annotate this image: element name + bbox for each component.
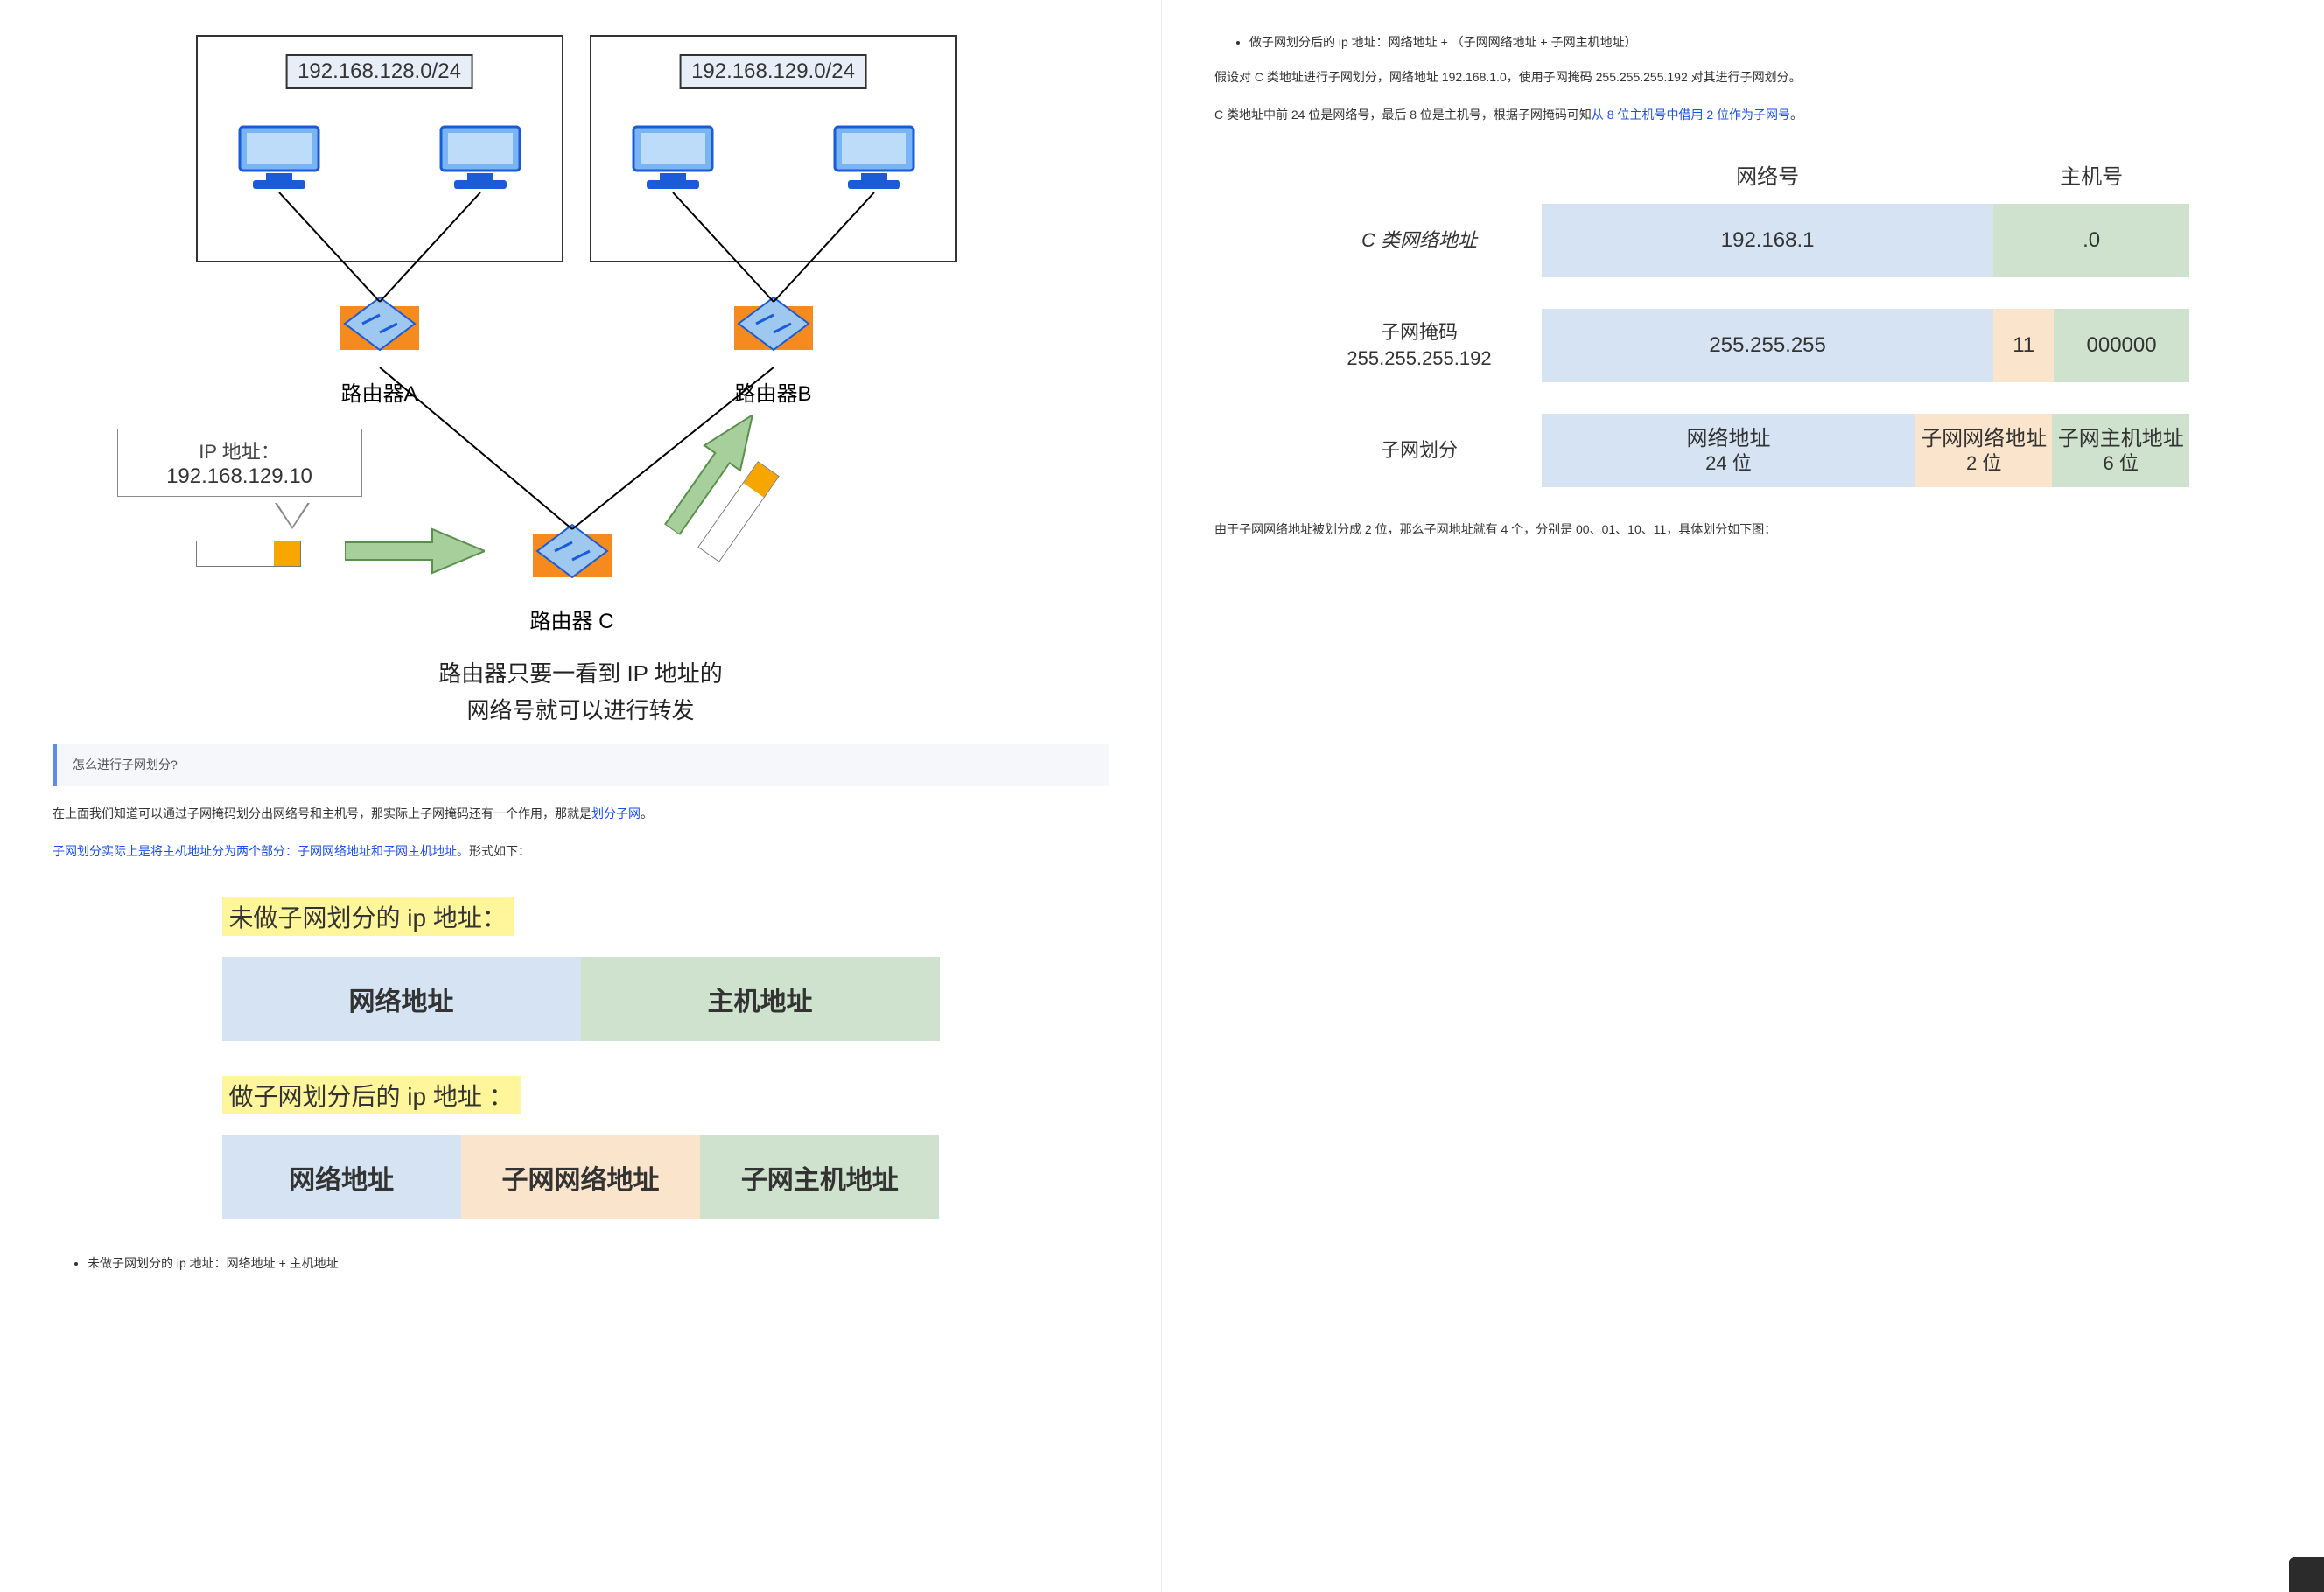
diagram-caption: 路由器只要一看到 IP 地址的 网络号就可以进行转发: [100, 656, 1062, 729]
row2-label: 子网掩码 255.255.255.192: [1297, 309, 1542, 382]
right-column: 做子网划分后的 ip 地址：网络地址 + （子网网络地址 + 子网主机地址） 假…: [1162, 0, 2324, 1592]
bullet-item: 未做子网划分的 ip 地址：网络地址 + 主机地址: [88, 1254, 1109, 1272]
caption-line-1: 路由器只要一看到 IP 地址的: [438, 660, 723, 687]
para1-suffix: 。: [640, 806, 653, 820]
pc-icon: [231, 122, 327, 192]
right-para-1: 假设对 C 类地址进行子网划分，网络地址 192.168.1.0，使用子网掩码 …: [1214, 66, 2272, 88]
para2-blue: 子网划分实际上是将主机地址分为两个部分：子网网络地址和子网主机地址。: [52, 844, 469, 858]
bullet-list-right: 做子网划分后的 ip 地址：网络地址 + （子网网络地址 + 子网主机地址）: [1214, 33, 2272, 51]
table-head-net: 网络号: [1542, 152, 1993, 197]
row1-label: C 类网络地址: [1297, 204, 1542, 277]
paragraph-2: 子网划分实际上是将主机地址分为两个部分：子网网络地址和子网主机地址。形式如下：: [52, 841, 1109, 862]
pc-icon: [826, 122, 922, 192]
table-row: C 类网络地址 192.168.1 .0: [1297, 204, 2189, 277]
row3-cell-net: 网络地址 24 位: [1542, 414, 1915, 487]
subnet-a-label: 192.168.128.0/24: [285, 54, 473, 89]
table-row: 子网划分 网络地址 24 位 子网网络地址 2 位 子网主机地址 6 位: [1297, 414, 2189, 487]
paragraph-1: 在上面我们知道可以通过子网掩码划分出网络号和主机号，那实际上子网掩码还有一个作用…: [52, 803, 1109, 825]
router-b-icon: [721, 289, 826, 367]
network-diagram: 192.168.128.0/24 192.168.129.0/24: [100, 26, 1062, 726]
table-head-host: 主机号: [1993, 152, 2189, 197]
right-para-3: 由于子网网络地址被划分成 2 位，那么子网地址就有 4 个，分别是 00、01、…: [1214, 519, 2272, 541]
router-c-icon: [520, 516, 625, 595]
bullet-item: 做子网划分后的 ip 地址：网络地址 + （子网网络地址 + 子网主机地址）: [1250, 33, 2272, 51]
row3-cell-subnet: 子网网络地址 2 位: [1915, 414, 2053, 487]
row2-cell-host: 000000: [2054, 309, 2189, 382]
right-para-2: C 类地址中前 24 位是网络号，最后 8 位是主机号，根据子网掩码可知从 8 …: [1214, 104, 2272, 126]
balloon-tail-inner: [276, 502, 308, 527]
row1-cell-host: .0: [1993, 204, 2189, 277]
packet-icon: [196, 541, 301, 567]
right-para2-blue: 从 8 位主机号中借用 2 位作为子网号: [1592, 108, 1790, 122]
split-cell: 子网主机地址: [700, 1135, 939, 1219]
bullet-list-left: 未做子网划分的 ip 地址：网络地址 + 主机地址: [52, 1254, 1109, 1272]
table-header-row: 网络号 主机号: [1297, 152, 2189, 197]
split-cell: 网络地址: [222, 1135, 461, 1219]
split-cell: 主机地址: [581, 957, 940, 1041]
row2-cell-subnet: 11: [1993, 309, 2054, 382]
split2-title: 做子网划分后的 ip 地址 ：: [222, 1076, 521, 1114]
split-cell: 网络地址: [222, 957, 581, 1041]
para1-blue: 划分子网: [592, 806, 640, 820]
caption-line-2: 网络号就可以进行转发: [466, 697, 694, 723]
split-diagram-before: 未做子网划分的 ip 地址： 网络地址主机地址: [222, 897, 940, 1041]
left-column: 192.168.128.0/24 192.168.129.0/24: [0, 0, 1162, 1592]
pc-icon: [432, 122, 528, 192]
split-cell: 子网网络地址: [461, 1135, 700, 1219]
right-para2-suffix: 。: [1790, 108, 1802, 122]
ip-label: IP 地址：: [129, 436, 351, 464]
row3-label: 子网划分: [1297, 414, 1542, 487]
para1-prefix: 在上面我们知道可以通过子网掩码划分出网络号和主机号，那实际上子网掩码还有一个作用…: [52, 806, 592, 820]
ip-value: 192.168.129.10: [129, 464, 351, 489]
ip-address-balloon: IP 地址： 192.168.129.10: [117, 429, 362, 497]
pc-icon: [625, 122, 721, 192]
table-row: 子网掩码 255.255.255.192 255.255.255 11 0000…: [1297, 309, 2189, 382]
row2-cell-net: 255.255.255: [1542, 309, 1993, 382]
router-c-label: 路由器 C: [511, 604, 634, 634]
subnet-b-label: 192.168.129.0/24: [679, 54, 867, 89]
scroll-to-top-button[interactable]: [2289, 1557, 2324, 1592]
right-para2-prefix: C 类地址中前 24 位是网络号，最后 8 位是主机号，根据子网掩码可知: [1214, 108, 1592, 122]
split1-row: 网络地址主机地址: [222, 957, 940, 1041]
row3-cell-host: 子网主机地址 6 位: [2052, 414, 2189, 487]
subnet-table: 网络号 主机号 C 类网络地址 192.168.1 .0 子网掩码 255.25…: [1297, 152, 2189, 487]
split-diagram-after: 做子网划分后的 ip 地址 ： 网络地址子网网络地址子网主机地址: [222, 1076, 940, 1219]
arrow-right-icon: [345, 525, 485, 577]
router-a-icon: [327, 289, 432, 367]
split2-row: 网络地址子网网络地址子网主机地址: [222, 1135, 940, 1219]
router-a-label: 路由器A: [318, 376, 441, 407]
callout-question: 怎么进行子网划分?: [52, 744, 1109, 786]
row1-cell-net: 192.168.1: [1542, 204, 1993, 277]
para2-suffix: 形式如下：: [469, 844, 530, 858]
split1-title: 未做子网划分的 ip 地址：: [222, 897, 514, 936]
